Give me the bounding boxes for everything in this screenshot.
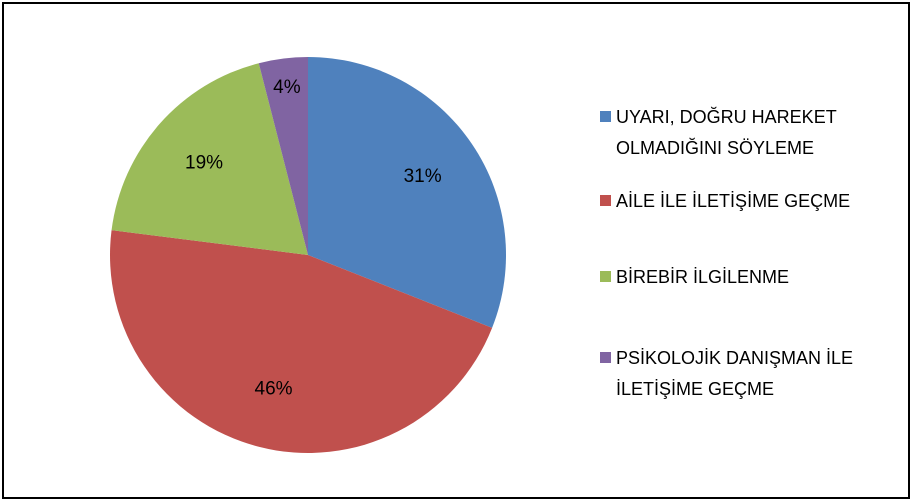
pie-slice [111,63,309,255]
legend-label: AİLE İLE İLETİŞİME GEÇME [616,191,851,211]
data-label: 19% [185,152,223,173]
legend-swatch [600,195,611,206]
legend-label: PSİKOLOJİK DANIŞMAN İLE İLETİŞİME GEÇME [616,348,854,399]
data-label: 31% [404,166,442,187]
data-label: 4% [273,77,301,98]
data-label: 46% [255,378,293,399]
legend-swatch [600,352,611,363]
pie-slice [110,230,493,453]
legend-item: AİLE İLE İLETİŞİME GEÇME [600,186,900,217]
legend-swatch [600,271,611,282]
legend-item: UYARI, DOĞRU HAREKET OLMADIĞINI SÖYLEME [600,102,900,164]
pie-slice [308,57,506,328]
legend-label: BİREBİR İLGİLENME [616,267,790,287]
legend-label: UYARI, DOĞRU HAREKET OLMADIĞINI SÖYLEME [616,107,837,158]
legend-swatch [600,111,611,122]
pie-slice [258,57,308,255]
legend-item: BİREBİR İLGİLENME [600,262,900,293]
legend-item: PSİKOLOJİK DANIŞMAN İLE İLETİŞİME GEÇME [600,343,900,405]
